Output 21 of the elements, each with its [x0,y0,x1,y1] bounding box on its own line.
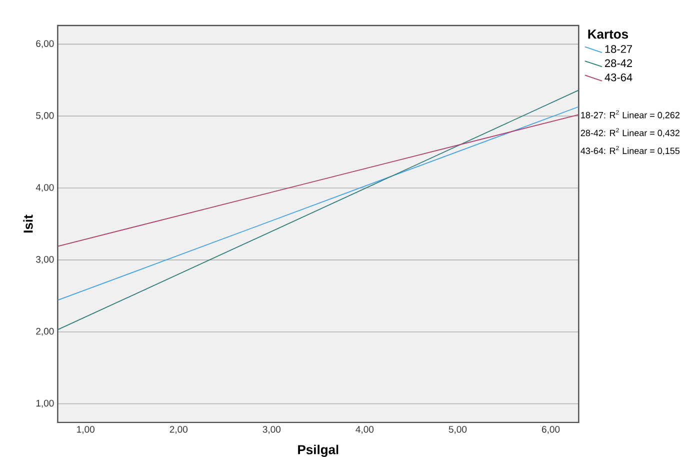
legend-title: Kartos [588,30,628,39]
y-tick-label: 3,00 [36,256,54,264]
x-axis-title: Psilgal [298,444,338,457]
x-tick-label: 6,00 [542,426,560,434]
legend-label: 28-42 [605,59,632,68]
text: 43-64: R$^{2}$ Linear = 0,155 [580,146,680,156]
text: 28-42: R$^{2}$ Linear = 0,432 [580,128,680,138]
x-tick-label: 1,00 [77,426,94,434]
legend-label: 43-64 [604,73,632,82]
y-tick-label: 1,00 [36,400,54,408]
legend-label: 18-27 [605,45,632,53]
y-tick-label: 4,00 [36,184,54,192]
x-tick-label: 2,00 [170,426,188,434]
y-tick-label: 6,00 [36,40,54,48]
y-axis-title: Isit [23,214,33,232]
text: 18-27: R$^{2}$ Linear = 0,262 [581,110,680,120]
x-tick-label: 5,00 [448,426,467,434]
y-tick-label: 5,00 [36,112,54,120]
x-tick-label: 4,00 [356,426,374,434]
x-tick-label: 3,00 [262,426,281,434]
y-tick-label: 2,00 [36,328,54,336]
